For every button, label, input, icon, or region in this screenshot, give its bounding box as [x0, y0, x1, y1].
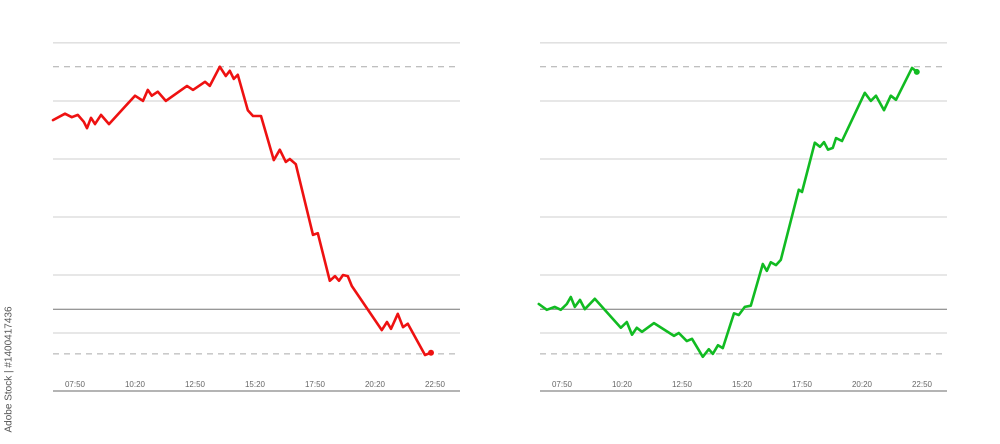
x-tick-label: 17:50	[792, 380, 813, 389]
price-chart-falling: 07:50 10:20 12:50 15:20 17:50 20:20 22:50	[51, 42, 460, 392]
price-line	[51, 65, 433, 357]
x-tick-label: 17:50	[305, 380, 326, 389]
x-tick-label: 22:50	[912, 380, 933, 389]
x-tick-label: 15:20	[245, 380, 266, 389]
price-line	[537, 66, 919, 359]
x-tick-label: 12:50	[672, 380, 693, 389]
x-tick-label: 07:50	[65, 380, 86, 389]
x-tick-label: 20:20	[852, 380, 873, 389]
watermark-text: Adobe Stock | #1400417436	[3, 306, 15, 433]
x-tick-label: 22:50	[425, 380, 446, 389]
x-tick-label: 10:20	[125, 380, 146, 389]
last-price-dot	[428, 349, 434, 356]
last-price-dot	[913, 68, 920, 75]
x-tick-label: 15:20	[732, 380, 753, 389]
x-tick-label: 10:20	[612, 380, 633, 389]
x-tick-label: 12:50	[185, 380, 206, 389]
price-chart-rising: 07:50 10:20 12:50 15:20 17:50 20:20 22:50	[537, 42, 947, 392]
x-tick-label: 20:20	[365, 380, 386, 389]
x-tick-label: 07:50	[552, 380, 573, 389]
